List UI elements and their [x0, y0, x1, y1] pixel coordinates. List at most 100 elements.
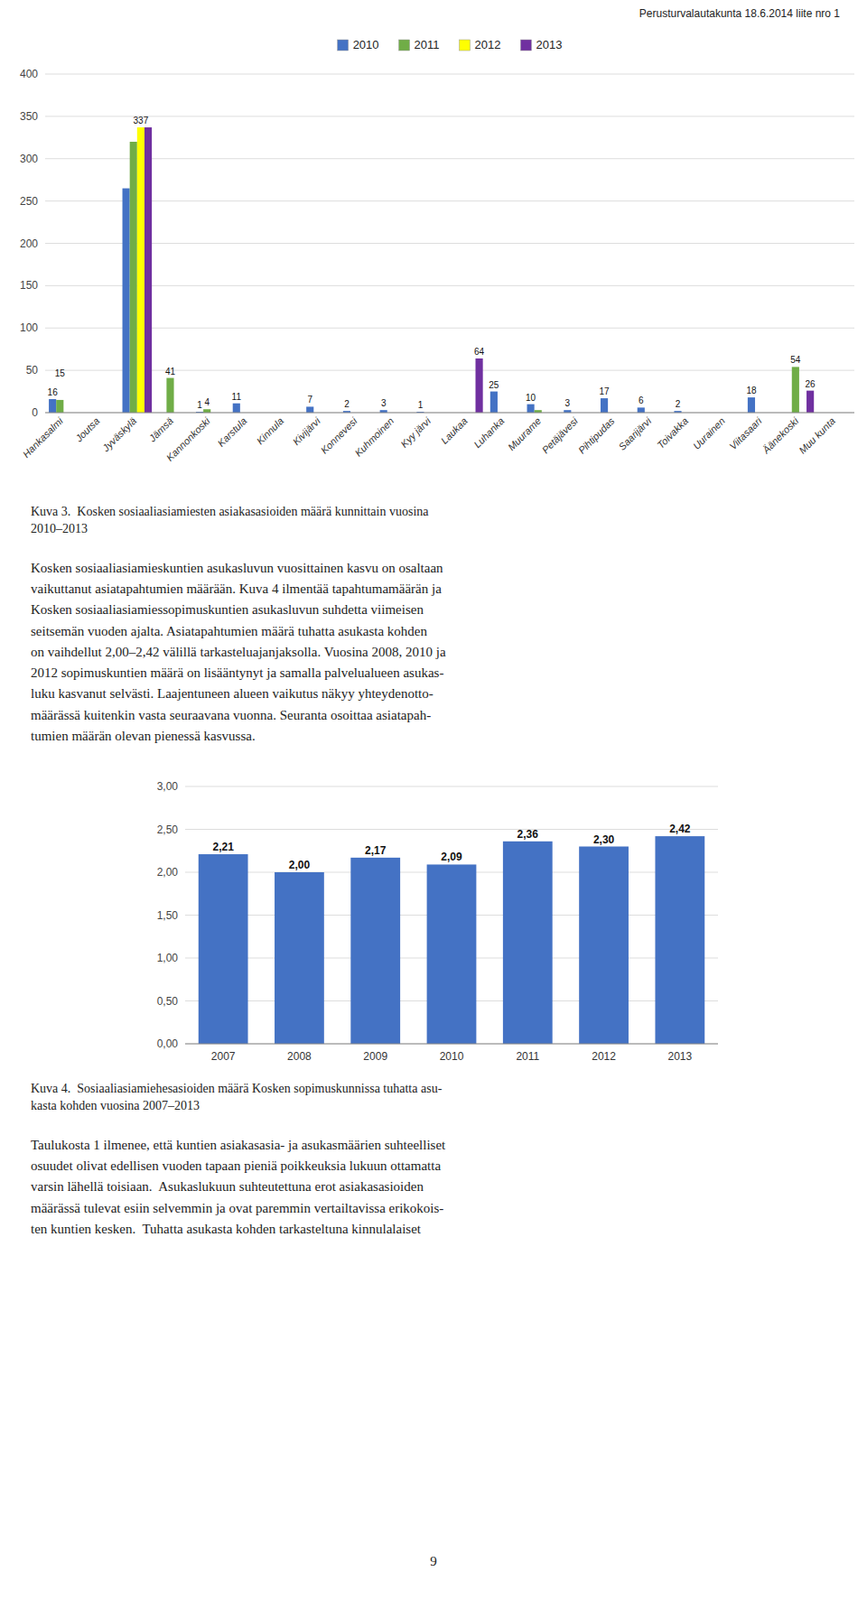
- bar: [503, 841, 553, 1045]
- body-line: ten kuntien kesken. Tuhatta asukasta koh…: [30, 1219, 837, 1240]
- data-label: 26: [805, 379, 817, 390]
- body-text: Taulukosta 1 ilmenee, että kuntien asiak…: [30, 1135, 837, 1240]
- chart-container: 050100150200250300350400HankasalmiJoutsa…: [0, 28, 867, 499]
- bar: [527, 404, 535, 413]
- y-axis: 0,000,501,001,502,002,503,00: [157, 780, 718, 1051]
- y-tick-label: 50: [26, 363, 39, 377]
- data-label: 18: [745, 385, 757, 396]
- legend-swatch: [337, 39, 349, 51]
- x-tick-label: Kinnula: [254, 415, 286, 447]
- data-label: 2: [675, 399, 681, 410]
- value-labels: 2,212,002,172,092,362,302,42: [212, 822, 690, 872]
- data-label: 337: [133, 115, 150, 126]
- y-tick-label: 3,00: [157, 780, 179, 793]
- y-tick-label: 2,00: [157, 866, 179, 879]
- x-tick-label: 2009: [363, 1050, 388, 1063]
- legend-entry: 2011: [414, 37, 440, 52]
- body-line: on vaihdellut 2,00–2,42 välillä tarkaste…: [30, 642, 837, 663]
- bar: [600, 398, 608, 413]
- bar: [747, 397, 756, 413]
- legend-entry: 2010: [353, 37, 380, 52]
- data-label: 41: [165, 366, 177, 377]
- data-label: 15: [55, 368, 66, 379]
- x-axis: HankasalmiJoutsaJyväskyläJämsäKannonkosk…: [20, 415, 838, 464]
- data-label: 2,30: [593, 833, 616, 847]
- data-label: 2,36: [517, 828, 540, 841]
- value-labels: 1611172312510317621815414543376426: [47, 115, 817, 411]
- body-text: Kosken sosiaaliasiamieskuntien asukasluv…: [30, 558, 837, 747]
- spacer: [0, 746, 867, 760]
- data-label: 54: [790, 354, 802, 365]
- caption: Kuva 4. Sosiaaliasiamiehesasioiden määrä…: [30, 1081, 837, 1116]
- data-label: 7: [307, 394, 313, 405]
- y-tick-label: 0,50: [157, 995, 179, 1008]
- body-line: Kosken sosiaaliasiamieskuntien asukasluv…: [30, 558, 837, 579]
- bar: [792, 366, 800, 413]
- bar: [350, 857, 401, 1045]
- grid-line: [45, 327, 855, 329]
- x-tick-label: 2012: [591, 1050, 616, 1063]
- grid-line: [185, 1044, 718, 1045]
- y-tick-label: 400: [19, 67, 38, 81]
- x-tick-label: Hankasalmi: [20, 415, 66, 461]
- data-label: 3: [381, 398, 387, 409]
- x-tick-label: Viitasaari: [727, 415, 765, 453]
- x-tick-label: Joutsa: [72, 415, 102, 445]
- body-line: varsin lähellä toisiaan. Asukaslukuun su…: [30, 1176, 837, 1198]
- data-label: 2,21: [212, 840, 234, 854]
- data-label: 11: [232, 391, 243, 402]
- bar: [637, 407, 645, 413]
- grid-line: [45, 74, 855, 75]
- bar: [306, 406, 314, 413]
- y-tick-label: 2,50: [157, 823, 179, 837]
- x-tick-label: Muu kunta: [796, 415, 838, 457]
- y-tick-label: 1,00: [157, 951, 179, 965]
- legend-swatch: [520, 39, 532, 51]
- body-line: seitsemän vuoden ajalta. Asiatapahtumien…: [30, 621, 837, 643]
- body-line: luku kasvanut selvästi. Laajentuneen alu…: [30, 683, 837, 705]
- y-tick-label: 0: [31, 406, 38, 420]
- bar: [130, 141, 138, 413]
- body-line: määrässä tulevat esiin selvemmin ja ovat…: [30, 1198, 837, 1220]
- y-tick-label: 100: [19, 321, 38, 335]
- bars: [198, 836, 706, 1045]
- y-tick-label: 0,00: [157, 1037, 179, 1051]
- x-tick-label: Kannonkoski: [164, 415, 213, 464]
- bar: [48, 399, 56, 413]
- grid-line: [185, 786, 718, 788]
- grid-line: [45, 285, 855, 287]
- x-tick-label: Karstula: [214, 415, 249, 449]
- page-number: 9: [0, 1554, 867, 1570]
- chart: 050100150200250300350400HankasalmiJoutsa…: [0, 28, 867, 499]
- bar: [144, 127, 152, 413]
- legend: 2010201120122013: [337, 37, 563, 52]
- bar: [490, 391, 498, 413]
- data-label: 1: [418, 400, 424, 411]
- body-line: tumien määrän olevan pienessä kasvussa.: [30, 726, 837, 747]
- bar: [203, 409, 211, 413]
- x-axis: 2007200820092010201120122013: [211, 1050, 693, 1063]
- x-tick-label: Uurainen: [690, 415, 728, 452]
- legend-swatch: [459, 39, 471, 51]
- data-label: 1: [196, 400, 203, 411]
- chart: 0,000,501,001,502,002,503,00200720082009…: [135, 768, 732, 1076]
- x-tick-label: Kyy järvi: [398, 415, 433, 450]
- grid-line: [45, 115, 855, 117]
- legend-swatch: [399, 39, 411, 51]
- page: Perusturvalautakunta 18.6.2014 liite nro…: [0, 0, 867, 1240]
- y-tick-label: 300: [19, 152, 38, 166]
- data-label: 10: [525, 392, 537, 403]
- data-label: 2,00: [289, 858, 311, 872]
- y-tick-label: 350: [19, 110, 38, 123]
- bar: [427, 864, 477, 1045]
- chart-container: 0,000,501,001,502,002,503,00200720082009…: [0, 768, 867, 1076]
- data-label: 6: [638, 395, 644, 406]
- body-line: 2012 sopimuskuntien määrä on lisääntynyt…: [30, 662, 837, 684]
- x-tick-label: 2011: [515, 1050, 540, 1063]
- y-tick-label: 250: [19, 195, 38, 208]
- bar: [122, 188, 131, 413]
- bar: [166, 378, 174, 413]
- data-label: 2,09: [440, 850, 463, 864]
- body-line: Taulukosta 1 ilmenee, että kuntien asiak…: [30, 1135, 837, 1156]
- legend-entry: 2012: [475, 37, 502, 52]
